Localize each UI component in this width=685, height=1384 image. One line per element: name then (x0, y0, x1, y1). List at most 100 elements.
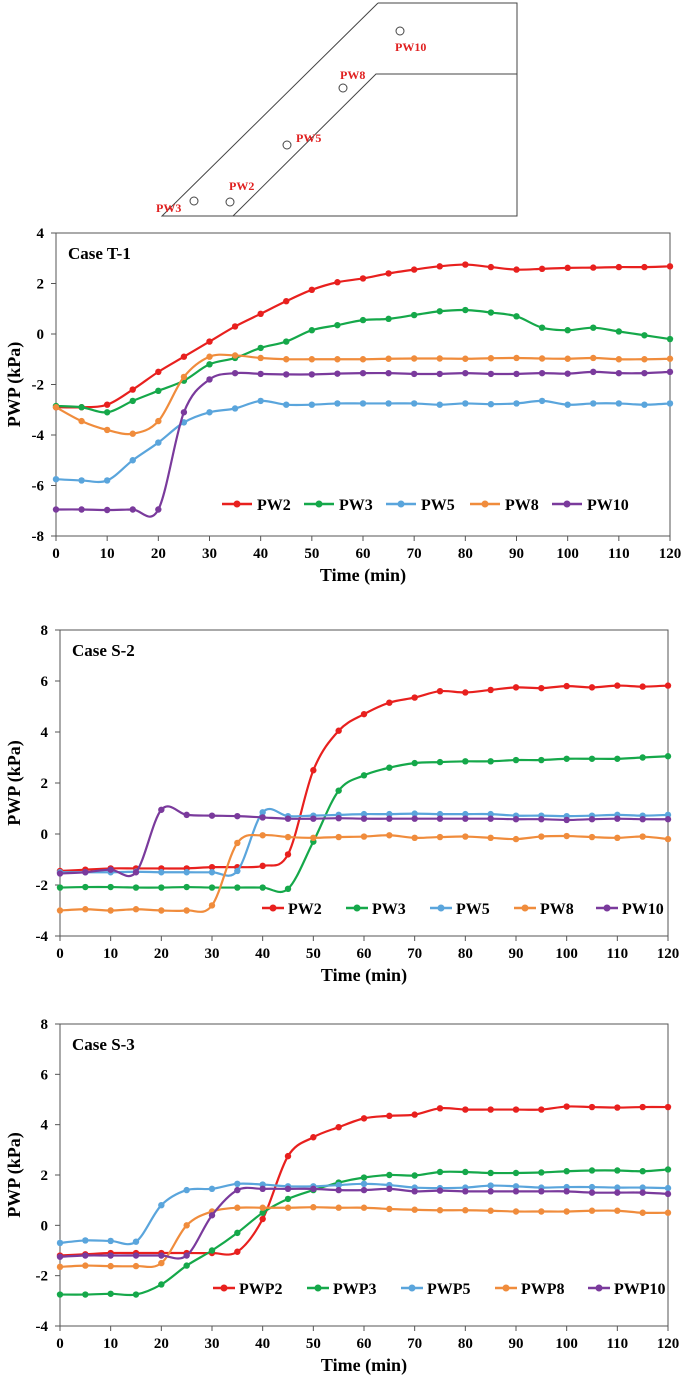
data-point (410, 370, 418, 378)
data-point (56, 1253, 64, 1260)
legend-label: PW10 (587, 497, 629, 514)
data-point (538, 756, 545, 764)
data-point (208, 884, 216, 891)
data-point (487, 815, 494, 822)
data-point (183, 869, 190, 876)
data-point (664, 682, 672, 689)
data-point (234, 839, 241, 847)
data-point (206, 361, 213, 368)
data-point (410, 266, 418, 273)
data-point (436, 758, 444, 766)
data-point (129, 397, 136, 405)
legend-label: PWP3 (333, 1281, 377, 1298)
data-point (360, 710, 368, 718)
data-point (563, 1208, 570, 1215)
data-point (334, 400, 341, 407)
data-point (411, 834, 418, 842)
data-point (283, 401, 290, 408)
data-point (132, 1252, 140, 1259)
data-point (487, 810, 494, 818)
data-point (563, 755, 570, 762)
data-point (208, 1247, 216, 1254)
data-point (538, 1169, 545, 1176)
data-point (132, 1238, 140, 1245)
data-point (512, 835, 520, 843)
data-point (411, 694, 418, 701)
legend-entry-pw2: PW2 (262, 901, 322, 918)
data-point (386, 815, 393, 822)
y-tick-label: -2 (36, 878, 49, 894)
data-point (588, 1183, 596, 1191)
data-point (639, 754, 646, 761)
data-point (158, 869, 165, 876)
data-point (155, 439, 162, 446)
legend-swatch-marker (502, 1284, 510, 1292)
data-point (158, 907, 165, 914)
data-point (206, 376, 213, 383)
data-point (158, 1252, 165, 1259)
slope-outline (160, 2, 518, 217)
data-point (180, 353, 188, 360)
probe-label-pw8: PW8 (340, 68, 365, 82)
data-point (310, 1134, 317, 1141)
data-point (132, 869, 140, 876)
data-point (641, 369, 648, 377)
legend-label: PWP8 (521, 1281, 565, 1298)
data-point (588, 816, 596, 823)
data-point (462, 1188, 469, 1195)
data-point (183, 883, 190, 891)
data-point (614, 755, 621, 762)
x-axis-label: Time (min) (320, 565, 406, 586)
data-point (335, 1186, 342, 1194)
data-point (639, 1189, 646, 1196)
x-tick-label: 0 (56, 946, 64, 962)
data-point (360, 1204, 368, 1211)
x-tick-label: 30 (205, 946, 220, 962)
legend-label: PW2 (257, 497, 291, 514)
data-point (158, 1202, 165, 1209)
data-point (538, 265, 546, 273)
x-tick-label: 110 (606, 946, 628, 962)
data-point (615, 356, 623, 363)
data-point (513, 313, 520, 320)
legend-swatch-marker (233, 500, 241, 508)
data-point (103, 401, 111, 408)
data-point (107, 1262, 114, 1270)
legend-entry-pwp3: PWP3 (307, 1281, 377, 1298)
data-point (234, 812, 241, 820)
data-point (411, 1206, 418, 1213)
data-point (82, 1252, 89, 1259)
data-point (283, 356, 290, 363)
data-point (308, 371, 316, 378)
data-point (284, 1185, 292, 1193)
y-tick-label: -2 (36, 1269, 49, 1285)
data-point (436, 263, 443, 270)
data-point (386, 832, 393, 839)
data-point (56, 884, 64, 891)
x-tick-label: 100 (555, 946, 578, 962)
data-point (615, 400, 623, 407)
data-point (385, 270, 392, 277)
x-tick-label: 30 (205, 1336, 220, 1352)
legend-entry-pw10: PW10 (596, 901, 664, 918)
data-point (462, 833, 469, 840)
x-tick-label: 120 (659, 546, 682, 562)
data-point (487, 686, 494, 694)
y-tick-label: -2 (32, 378, 45, 394)
data-point (590, 264, 597, 271)
data-point (158, 1259, 165, 1267)
data-point (334, 356, 341, 363)
data-point (56, 1263, 64, 1271)
data-point (664, 835, 672, 843)
data-point (52, 475, 60, 483)
data-point (462, 355, 469, 362)
data-point (664, 1103, 672, 1111)
data-point (538, 1208, 545, 1215)
x-tick-label: 60 (356, 546, 371, 562)
y-tick-label: 4 (41, 725, 49, 741)
data-point (614, 815, 621, 822)
data-point (512, 756, 520, 764)
legend-label: PWP10 (614, 1281, 666, 1298)
data-point (564, 370, 571, 377)
